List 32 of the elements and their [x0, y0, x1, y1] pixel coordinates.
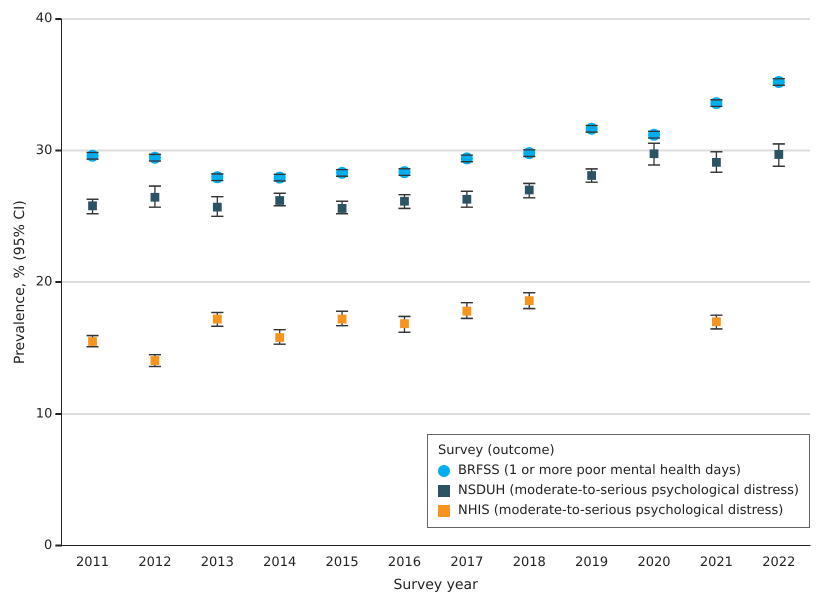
x-tick-label: 2021	[700, 554, 733, 570]
point	[712, 158, 721, 167]
y-tick-label: 10	[36, 406, 52, 422]
point	[212, 202, 222, 212]
x-tick-label: 2022	[762, 554, 796, 570]
x-tick-label: 2015	[326, 554, 359, 570]
point	[338, 204, 346, 213]
point	[650, 149, 658, 158]
point	[275, 196, 284, 205]
x-tick-label: 2018	[512, 554, 546, 570]
x-tick-label: 2019	[575, 554, 608, 570]
x-tick-label: 2014	[263, 554, 296, 570]
point	[774, 150, 784, 159]
point	[150, 192, 160, 202]
legend-label: NHIS (moderate-to-serious psychological distress)	[458, 502, 784, 520]
x-tick-label: 2017	[450, 554, 484, 570]
y-tick-label: 20	[36, 274, 52, 290]
point	[524, 186, 534, 194]
y-tick-label: 30	[36, 142, 52, 158]
x-tick-label: 2016	[388, 554, 422, 570]
x-tick-label: 2020	[637, 554, 671, 570]
x-tick-label: 2011	[76, 554, 110, 570]
legend-label: NSDUH (moderate-to-serious psychological distress)	[458, 482, 799, 500]
x-axis-title: Survey year	[393, 577, 478, 594]
y-tick-label: 0	[44, 538, 52, 553]
y-axis-title: Prevalence, % (95% CI)	[12, 200, 28, 364]
y-tick-label: 40	[36, 11, 52, 26]
legend-title: Survey (outcome)	[438, 442, 556, 460]
x-tick-label: 2012	[138, 554, 172, 570]
legend-label: BRFSS (1 or more poor mental health days)	[458, 462, 741, 480]
x-tick-label: 2013	[200, 554, 234, 570]
point	[88, 201, 97, 210]
